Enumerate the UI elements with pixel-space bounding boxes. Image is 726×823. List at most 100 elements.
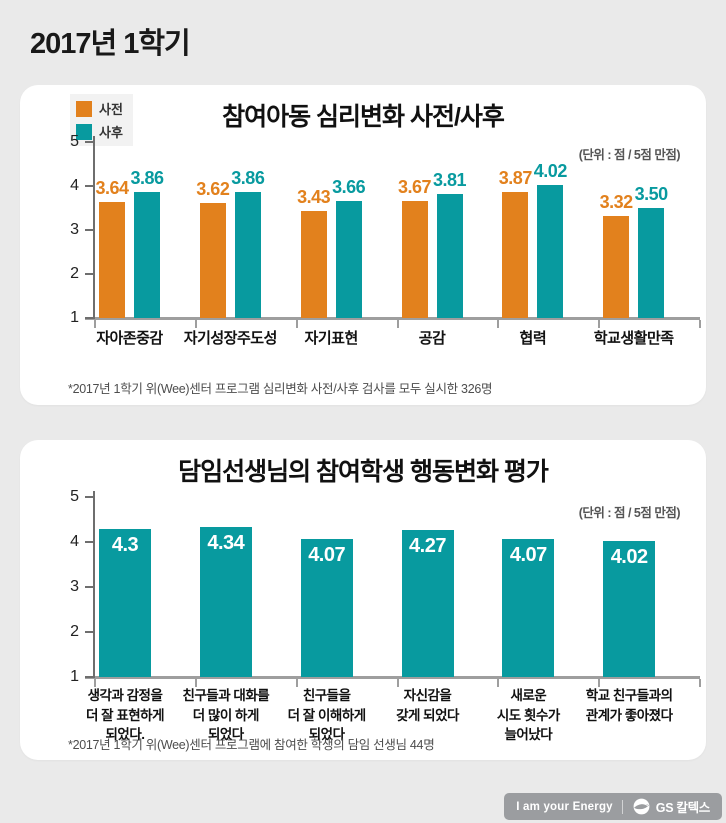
bar-post (234, 192, 261, 318)
category-label: 자기표현 (304, 330, 359, 347)
bar-value-label: 4.34 (207, 531, 245, 554)
x-axis-line (85, 676, 700, 679)
bar-pre (401, 200, 428, 318)
footer-brand-badge: I am your Energy GS 칼텍스 (504, 793, 722, 820)
unit-note-teacher: (단위 : 점 / 5점 만점) (578, 506, 681, 520)
bar-value-label: 3.66 (332, 177, 366, 197)
y-tick-label: 2 (70, 265, 79, 282)
bar-value-label: 4.07 (308, 543, 346, 566)
category-label: 학교생활만족 (593, 330, 674, 347)
bar-pre (502, 191, 529, 318)
category-label: 생각과 감정을 더 잘 표현하게 되었다. (85, 688, 165, 743)
x-tick (194, 320, 197, 328)
category-label: 공감 (418, 330, 446, 347)
bar-value-label: 3.87 (498, 167, 533, 188)
teacher-eval-chart-card: 담임선생님의 참여학생 행동변화 평가 (단위 : 점 / 5점 만점) 1 2 3… (20, 440, 706, 760)
bar-rating: 4.07 (300, 538, 353, 677)
bar-value-label: 3.43 (297, 187, 331, 208)
y-tick (85, 541, 95, 543)
bar-post (335, 201, 362, 318)
brand-slogan: I am your Energy (516, 800, 613, 813)
post-color-swatch (76, 123, 92, 140)
badge-divider (621, 799, 623, 814)
y-axis (93, 136, 95, 320)
brand-name: GS 칼텍스 (655, 801, 711, 815)
bar-value-label: 3.67 (397, 176, 432, 197)
bar-value-label: 3.50 (634, 184, 669, 204)
legend-item-post: 사후 (76, 122, 123, 141)
category-label: 친구들과 대화를 더 많이 하게 되었다 (182, 688, 270, 743)
bar-post (638, 208, 665, 318)
x-tick (699, 679, 701, 687)
bar-value-label: 4.07 (509, 543, 547, 566)
x-tick (497, 320, 500, 328)
bar-post (436, 194, 463, 318)
bar-pre (300, 211, 327, 318)
x-tick (295, 679, 298, 687)
category-label: 새로운 시도 횟수가 늘어났다 (496, 688, 560, 743)
y-tick-label: 3 (70, 578, 79, 595)
bar-post (134, 192, 160, 318)
footnote-teacher: *2017년 1학기 위(Wee)센터 프로그램에 참여한 학생의 담임 선생님… (68, 738, 435, 752)
y-tick-label: 3 (70, 221, 79, 238)
bar-rating: 4.34 (199, 526, 252, 677)
x-tick (598, 320, 601, 328)
bar-value-label: 3.81 (432, 170, 467, 191)
bar-rating: 4.27 (401, 529, 454, 677)
y-tick (85, 273, 95, 275)
y-axis (93, 491, 95, 679)
x-tick (94, 320, 96, 328)
teacher-chart-plot: 1 2 3 4 5 4.3 생각과 감정을 더 잘 표현하게 되었다. 4.34 친구들과 대화… (70, 488, 701, 742)
pre-color-swatch (76, 100, 92, 117)
x-tick (699, 320, 701, 328)
y-tick-label: 2 (70, 623, 79, 640)
y-tick (85, 496, 95, 498)
category-label: 학교 친구들과의 관계가 좋아졌다 (585, 688, 673, 723)
y-tick (85, 631, 95, 633)
y-tick (85, 185, 95, 187)
psych-change-chart-card: 사전 사후 참여아동 심리변화 사전/사후 (단위 : 점 / 5점 만점) 1… (20, 85, 706, 405)
x-tick (497, 679, 500, 687)
y-tick-label: 1 (70, 668, 79, 685)
bar-rating: 4.3 (99, 528, 151, 677)
category-label: 친구들을 더 잘 이해하게 되었다 (287, 688, 367, 743)
x-axis-line (85, 317, 700, 320)
x-tick (598, 679, 601, 687)
chart-title-psych: 참여아동 심리변화 사전/사후 (222, 103, 505, 131)
bar-rating: 4.02 (603, 541, 656, 677)
x-tick (295, 320, 298, 328)
legend-label-post: 사후 (99, 125, 123, 140)
bar-pre (603, 215, 630, 318)
psych-chart-plot: 1 2 3 4 5 3.64 3.86 자아존중감 3.62 3.86 자기성장주도성 3.43 3.6… (70, 133, 701, 347)
x-tick (396, 679, 399, 687)
y-tick-label: 4 (70, 533, 79, 550)
y-tick-label: 5 (70, 488, 79, 505)
bar-value-label: 3.64 (95, 177, 129, 198)
category-label: 자신감을 갖게 되었다 (396, 688, 459, 723)
y-tick (85, 229, 95, 231)
y-tick-label: 5 (70, 133, 79, 150)
gs-caltex-logo-icon (633, 798, 650, 815)
chart-title-teacher: 담임선생님의 참여학생 행동변화 평가 (178, 458, 549, 486)
bar-value-label: 4.27 (409, 534, 446, 557)
y-tick-label: 4 (70, 177, 79, 194)
y-tick (85, 586, 95, 588)
category-label: 협력 (519, 330, 547, 347)
bar-value-label: 3.32 (599, 191, 634, 212)
bar-pre (199, 202, 226, 318)
brand-logo-group: GS 칼텍스 (632, 797, 710, 816)
bar-value-label: 4.3 (111, 533, 139, 556)
y-tick (85, 141, 95, 143)
bar-pre (99, 201, 125, 318)
x-tick (396, 320, 399, 328)
category-label: 자기성장주도성 (183, 330, 278, 347)
bar-value-label: 3.62 (196, 178, 230, 199)
legend-label-pre: 사전 (99, 102, 123, 117)
legend-item-pre: 사전 (76, 99, 123, 118)
category-label: 자아존중감 (96, 330, 163, 347)
footnote-psych: *2017년 1학기 위(Wee)센터 프로그램 심리변화 사전/사후 검사를 … (68, 382, 493, 396)
legend: 사전 사후 (70, 94, 133, 146)
bar-value-label: 3.86 (130, 168, 164, 189)
bar-rating: 4.07 (502, 538, 555, 677)
